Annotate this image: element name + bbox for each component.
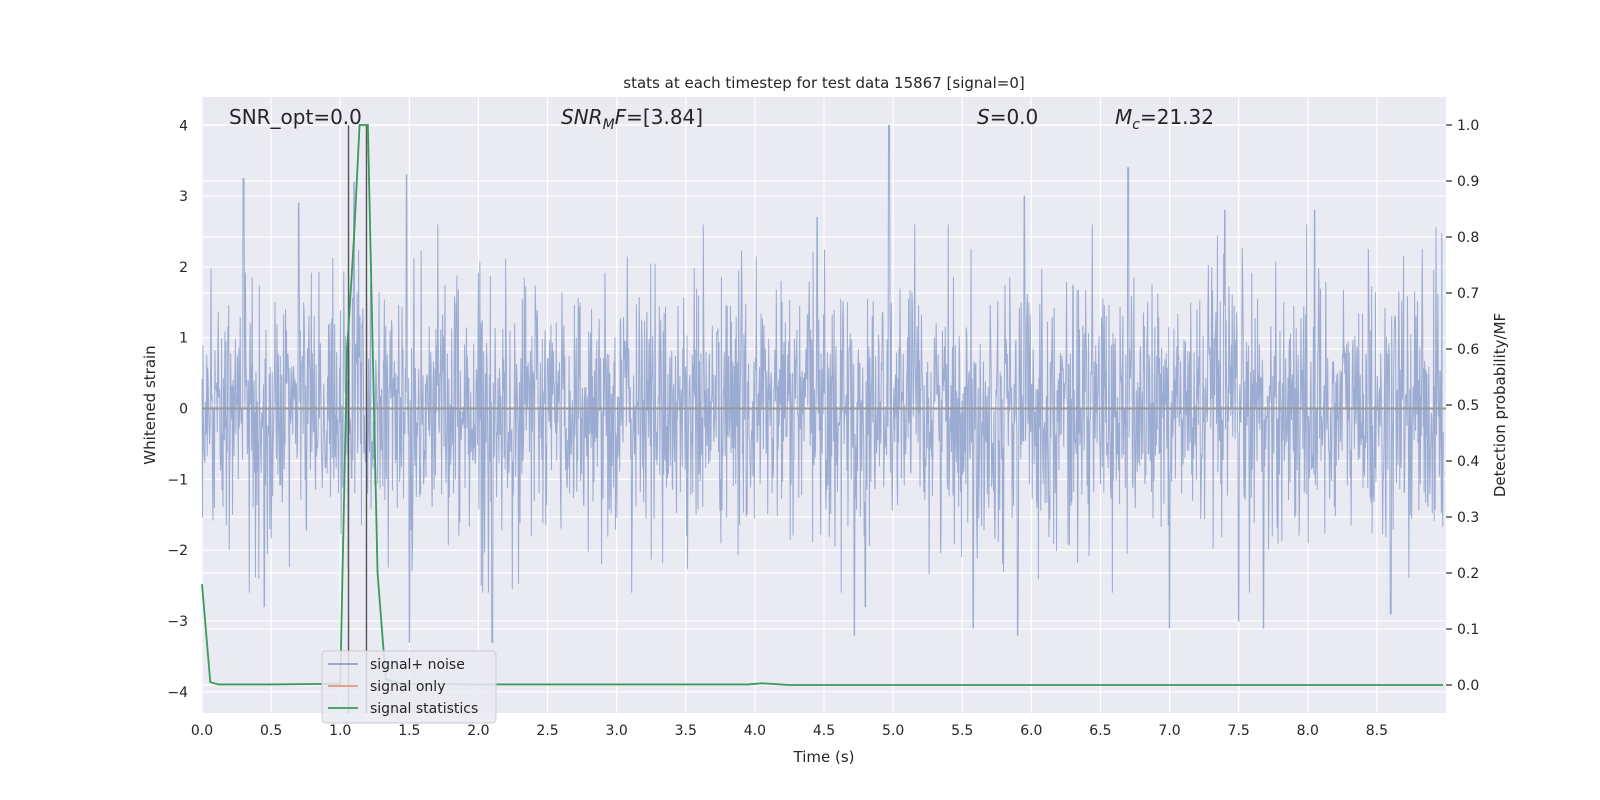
x-tick-label: 3.0 (606, 723, 628, 739)
legend: signal+ noise signal only signal statistic… (321, 650, 497, 724)
y-tick-label-left: −4 (167, 685, 188, 701)
y-tick-label-right: 0.2 (1457, 566, 1479, 582)
x-tick-label: 8.0 (1297, 723, 1319, 739)
annotation-chirp-mass: Mc=21.32 (1115, 105, 1214, 133)
legend-box (321, 650, 497, 724)
x-tick-label: 1.5 (398, 723, 420, 739)
legend-label: signal+ noise (370, 657, 465, 673)
x-tick-label: 6.0 (1020, 723, 1042, 739)
y-tick-label-left: 1 (179, 331, 188, 347)
x-tick-label: 6.5 (1089, 723, 1111, 739)
annotation-s-stat: S=0.0 (977, 105, 1038, 129)
y-tick-label-right: 1.0 (1457, 118, 1479, 134)
x-tick-label: 8.5 (1366, 723, 1388, 739)
y-tick-label-left: 2 (179, 260, 188, 276)
y-tick-label-left: −2 (167, 543, 188, 559)
x-tick-label: 7.0 (1158, 723, 1180, 739)
line-signal-noise (201, 124, 1444, 643)
x-tick-label: 3.5 (675, 723, 697, 739)
x-tick-label: 0.0 (191, 723, 213, 739)
legend-label: signal statistics (370, 701, 478, 717)
y-tick-label-right: 0.1 (1457, 622, 1479, 638)
y-tick-label-left: −1 (167, 472, 188, 488)
series-signal-noise (201, 124, 1444, 643)
y-tick-label-left: 3 (179, 189, 188, 205)
y-tick-label-right: 0.4 (1457, 454, 1479, 470)
annotations: SNR_opt=0.0 SNRMF=[3.84] S=0.0 Mc=21.32 (229, 105, 1214, 133)
chart-title: stats at each timestep for test data 158… (623, 74, 1024, 92)
vertical-markers (347, 125, 368, 713)
x-tick-label: 7.5 (1228, 723, 1250, 739)
y-axis-right-ticks: 0.0 0.1 0.2 0.3 0.4 0.5 0.6 0.7 0.8 0.9 1.0 (1446, 118, 1479, 694)
y-tick-label-right: 0.8 (1457, 230, 1479, 246)
x-tick-label: 1.0 (329, 723, 351, 739)
y-tick-label-left: 4 (179, 118, 188, 134)
y-tick-label-right: 0.7 (1457, 286, 1479, 302)
y-tick-label-right: 0.6 (1457, 342, 1479, 358)
x-tick-label: 4.0 (744, 723, 766, 739)
y-tick-label-right: 0.0 (1457, 678, 1479, 694)
x-tick-label: 0.5 (260, 723, 282, 739)
y-axis-right-label: Detection probability/MF (1491, 313, 1509, 497)
legend-label: signal only (370, 679, 445, 695)
y-tick-label-left: −3 (167, 614, 188, 630)
annotation-snr-opt: SNR_opt=0.0 (229, 105, 362, 129)
x-tick-label: 2.0 (467, 723, 489, 739)
x-axis-ticks: 0.0 0.5 1.0 1.5 2.0 2.5 3.0 3.5 4.0 4.5 5.0 5.5 6.0 6… (191, 723, 1388, 739)
y-axis-left-label: Whitened strain (141, 345, 159, 464)
x-axis-label: Time (s) (793, 748, 855, 766)
x-tick-label: 5.5 (951, 723, 973, 739)
y-tick-label-right: 0.3 (1457, 510, 1479, 526)
x-tick-label: 5.0 (882, 723, 904, 739)
y-tick-label-right: 0.9 (1457, 174, 1479, 190)
y-tick-label-left: 0 (179, 402, 188, 418)
y-tick-label-right: 0.5 (1457, 398, 1479, 414)
x-tick-label: 2.5 (536, 723, 558, 739)
x-tick-label: 4.5 (813, 723, 835, 739)
annotation-snr-mf: SNRMF=[3.84] (561, 105, 703, 133)
y-axis-left-ticks: −4 −3 −2 −1 0 1 2 3 4 (167, 118, 188, 700)
